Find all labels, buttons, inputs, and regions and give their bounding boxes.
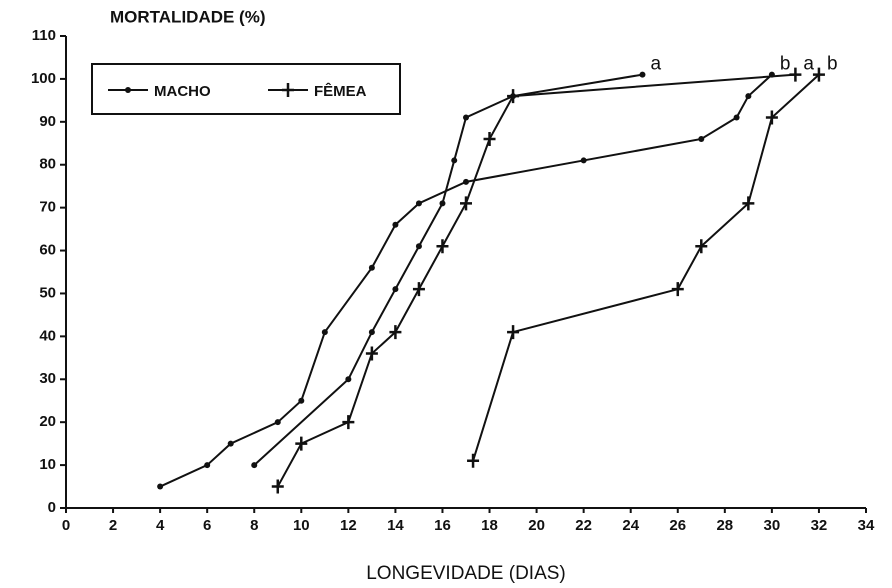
- dot-marker: [368, 329, 375, 336]
- x-tick-label: 26: [669, 517, 686, 534]
- y-tick-label: 40: [39, 327, 56, 344]
- dot-marker: [439, 200, 446, 207]
- dot-marker: [580, 157, 587, 164]
- plus-marker: [507, 89, 520, 104]
- y-tick-label: 110: [32, 27, 56, 44]
- x-tick-label: 0: [62, 517, 70, 534]
- dot-marker: [204, 462, 211, 469]
- end-label: b: [827, 54, 838, 75]
- y-tick-label: 50: [39, 284, 56, 301]
- series-line: [159, 73, 773, 488]
- plus-marker: [695, 239, 708, 254]
- x-tick-label: 28: [716, 517, 733, 534]
- x-tick-label: 2: [109, 517, 117, 534]
- dot-marker: [274, 419, 281, 426]
- dot-marker: [639, 71, 646, 78]
- plus-marker: [467, 453, 480, 468]
- x-tick-label: 6: [203, 517, 211, 534]
- plus-marker: [507, 325, 520, 340]
- x-tick-label: 16: [434, 517, 451, 534]
- y-tick-label: 60: [39, 242, 56, 259]
- dot-marker: [392, 221, 399, 228]
- plus-marker: [460, 196, 472, 211]
- dot-marker: [345, 376, 352, 383]
- x-tick-label: 20: [528, 517, 545, 534]
- series-line: [472, 73, 820, 462]
- y-tick-label: 100: [31, 70, 56, 87]
- x-tick-label: 4: [156, 517, 165, 534]
- dot-marker: [368, 264, 375, 271]
- plus-marker: [789, 67, 802, 82]
- y-tick-label: 30: [39, 370, 56, 387]
- dot-marker: [463, 178, 469, 185]
- y-tick-label: 20: [39, 413, 56, 430]
- x-tick-label: 8: [250, 517, 258, 534]
- series-line: [253, 73, 643, 466]
- y-tick-label: 70: [39, 199, 56, 216]
- dot-marker: [463, 114, 469, 121]
- end-label: a: [650, 54, 661, 75]
- dot-marker: [745, 93, 752, 100]
- plus-marker: [436, 239, 449, 254]
- plus-marker: [812, 67, 825, 82]
- dot-marker: [125, 87, 131, 93]
- x-tick-label: 12: [340, 517, 357, 534]
- dot-marker: [251, 462, 258, 469]
- y-tick-label: 80: [39, 156, 56, 173]
- dot-marker: [733, 114, 740, 121]
- dot-marker: [227, 440, 234, 447]
- end-label: a: [803, 54, 814, 75]
- plus-marker: [271, 479, 284, 494]
- legend-label: MACHO: [154, 83, 211, 100]
- x-tick-label: 30: [764, 517, 781, 534]
- x-tick-label: 22: [575, 517, 592, 534]
- dot-marker: [415, 243, 422, 250]
- y-axis-title: MORTALIDADE (%): [110, 7, 266, 26]
- y-tick-label: 90: [39, 113, 56, 130]
- plus-marker: [671, 282, 684, 297]
- x-tick-label: 14: [387, 517, 404, 534]
- dot-marker: [157, 483, 164, 490]
- x-tick-label: 10: [293, 517, 310, 534]
- plus-marker: [742, 196, 755, 211]
- dot-marker: [451, 157, 458, 164]
- x-tick-label: 24: [622, 517, 639, 534]
- plus-marker: [389, 325, 402, 340]
- y-tick-label: 10: [39, 456, 56, 473]
- plus-marker: [483, 131, 496, 146]
- dot-marker: [298, 397, 305, 404]
- plus-marker: [342, 415, 355, 430]
- legend-label: FÊMEA: [314, 82, 367, 100]
- x-tick-label: 32: [811, 517, 828, 534]
- dot-marker: [698, 135, 705, 142]
- plus-marker: [765, 110, 778, 125]
- plus-marker: [295, 436, 308, 451]
- end-label: b: [780, 54, 791, 75]
- plus-marker: [365, 346, 378, 361]
- x-tick-label: 34: [858, 517, 875, 534]
- x-tick-label: 18: [481, 517, 498, 534]
- dot-marker: [321, 329, 328, 336]
- legend-box: [91, 63, 401, 115]
- x-axis-title: LONGEVIDADE (DIAS): [366, 563, 566, 584]
- series-line: [276, 73, 796, 488]
- plus-marker: [282, 83, 294, 97]
- plus-marker: [412, 282, 425, 297]
- dot-marker: [392, 286, 399, 293]
- y-tick-label: 0: [48, 499, 56, 516]
- dot-marker: [415, 200, 422, 207]
